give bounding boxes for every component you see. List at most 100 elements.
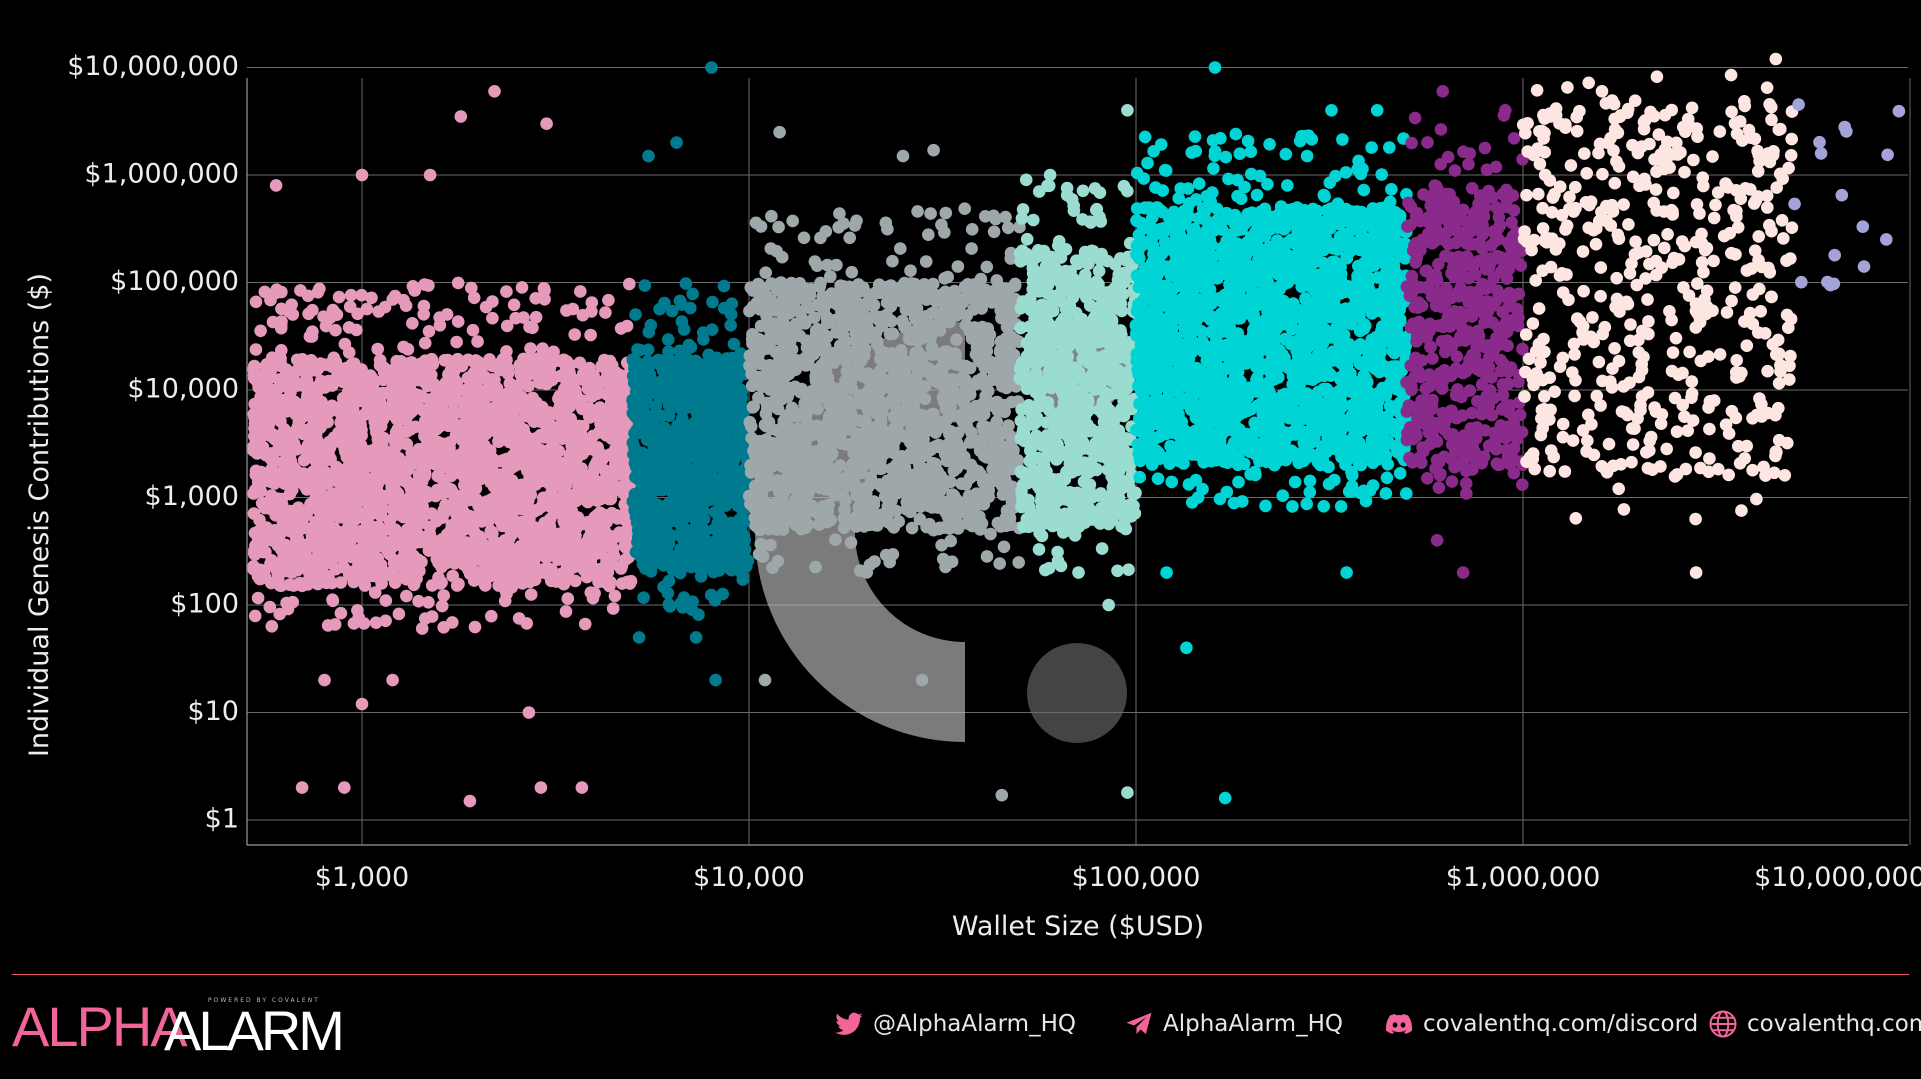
point-s0-2306: [296, 410, 310, 424]
point-s2-1144: [868, 555, 881, 568]
point-s1-855: [695, 565, 708, 578]
point-s2-1452: [823, 398, 836, 412]
point-s0-2357: [588, 478, 601, 491]
point-s1-700: [678, 553, 692, 566]
point-s0-1989: [606, 602, 620, 615]
point-s0-1338: [620, 319, 634, 333]
point-s2-1028: [938, 272, 951, 285]
point-s1-796: [626, 354, 640, 368]
point-s0-2127: [469, 406, 483, 419]
point-s0-2213: [486, 473, 499, 487]
point-s1-812: [638, 546, 651, 559]
point-s2-1174: [798, 420, 812, 434]
point-s1-195: [641, 343, 655, 357]
point-s0-713: [351, 604, 364, 617]
point-s0-2086: [419, 612, 432, 625]
point-s0-2353: [528, 565, 541, 579]
point-s1-895: [674, 496, 687, 509]
point-s2-1009: [745, 379, 759, 393]
point-s0-2267: [440, 484, 453, 497]
point-s0-2121: [586, 591, 600, 605]
point-s0-2373: [372, 463, 385, 477]
point-s2-1463: [970, 434, 984, 447]
point-s2-809: [743, 304, 756, 318]
point-s2-668: [824, 270, 837, 283]
scatter-chart: $1$10$100$1,000$10,000$100,000$1,000,000…: [24, 51, 1921, 942]
point-s2-1412: [927, 469, 941, 483]
point-s2-1257: [839, 374, 852, 387]
point-s2-1450: [883, 475, 896, 489]
point-s0-2376: [310, 555, 323, 569]
point-s0-1312: [321, 415, 334, 429]
point-s0-2338: [473, 472, 487, 486]
point-s0-2308: [404, 489, 417, 503]
point-s2-1351: [964, 512, 978, 526]
point-s2-1391: [981, 384, 995, 398]
point-s2-766: [886, 254, 899, 268]
point-s0-146: [559, 605, 573, 618]
point-s2-1284: [762, 320, 776, 333]
point-s0-2282: [423, 520, 437, 534]
point-s0-1478: [623, 277, 636, 291]
point-s0-2109: [458, 478, 471, 492]
point-s0-2279: [370, 440, 384, 454]
point-s0-1674: [515, 281, 529, 294]
point-s0-1476: [249, 343, 263, 356]
point-s2-1134: [926, 456, 940, 470]
point-s0-1526: [561, 592, 575, 605]
point-s0-2239: [271, 492, 285, 506]
point-s2-797: [850, 214, 863, 228]
point-s0-1470: [326, 593, 339, 606]
point-s2-1374: [879, 350, 893, 364]
point-s0-2337: [403, 543, 416, 556]
point-s3-113: [1027, 213, 1040, 227]
point-s0-1868: [517, 311, 530, 324]
point-s1-898: [705, 323, 719, 337]
point-s0-1958: [401, 343, 415, 356]
point-s2-1439: [749, 519, 762, 533]
point-s0-1908: [446, 569, 460, 583]
point-s0-2346: [334, 477, 348, 490]
point-s2-1402: [890, 427, 903, 441]
point-s0-1739: [350, 526, 364, 540]
point-s0-1537: [400, 473, 413, 487]
point-s0-924: [342, 346, 356, 359]
point-s0-2059: [265, 554, 278, 567]
point-s0-2225: [406, 554, 419, 568]
point-s2-1361: [810, 259, 824, 273]
point-s0-2149: [280, 596, 293, 610]
point-s0-2236: [257, 375, 271, 389]
point-s2-1396: [1002, 485, 1016, 499]
point-s0-2197: [408, 284, 422, 297]
point-s0-1588: [468, 620, 482, 634]
point-s2-1442: [858, 342, 872, 356]
point-s2-462: [950, 333, 963, 347]
point-s0-491: [599, 306, 612, 319]
point-s2-1162: [844, 536, 858, 549]
point-s0-1981: [320, 503, 334, 516]
point-s2-1362: [781, 409, 794, 422]
point-s0-302: [400, 589, 413, 603]
point-s0-2271: [298, 479, 312, 492]
point-s1-672: [653, 302, 666, 316]
point-s0-112: [415, 622, 429, 635]
point-s0-2205: [357, 470, 371, 483]
point-s2-1366: [852, 512, 865, 525]
point-s2-965: [811, 326, 825, 339]
point-s3-136: [1095, 542, 1109, 555]
point-s2-970: [795, 522, 808, 536]
point-s0-1832: [617, 480, 631, 494]
point-s1-865: [682, 451, 696, 464]
point-s1-546: [673, 294, 687, 308]
point-s0-110: [392, 607, 406, 621]
point-s0-2389: [613, 376, 627, 390]
point-s0-2075: [543, 500, 557, 513]
point-s2-805: [911, 205, 924, 218]
point-s2-1400: [921, 365, 934, 379]
point-s0-2145: [475, 461, 488, 475]
point-s1-894: [680, 418, 693, 432]
point-s0-2062: [547, 345, 560, 359]
point-s0-1372: [399, 299, 413, 313]
point-s0-2300: [301, 289, 315, 303]
point-s0-2030: [309, 428, 323, 441]
